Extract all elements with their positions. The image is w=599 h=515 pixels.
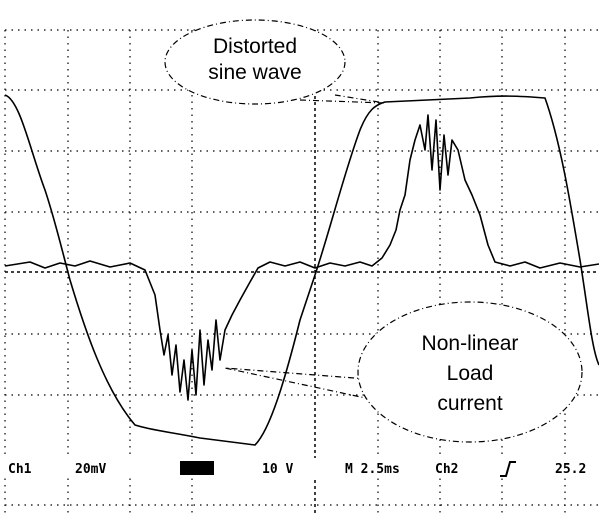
- callout-text: Non-linear: [422, 332, 519, 355]
- timebase: M 2.5ms: [345, 462, 400, 477]
- trigger-level: 25.2: [555, 462, 586, 477]
- callout-pointer: [300, 95, 385, 103]
- callout-text: Load: [447, 362, 494, 385]
- callout-text: current: [437, 392, 503, 415]
- callout-current: Non-linear Load current: [225, 302, 582, 442]
- channel-scale: 20mV: [75, 462, 106, 477]
- channel-label: Ch1: [8, 462, 32, 477]
- channel-2-indicator: [180, 461, 214, 475]
- callout-text: sine wave: [208, 61, 301, 84]
- status-bar: Ch1 20mV 10 V M 2.5ms Ch2 25.2: [0, 458, 599, 478]
- callout-text: Distorted: [213, 35, 297, 58]
- trigger-source: Ch2: [435, 462, 458, 477]
- channel-scale: 10 V: [262, 462, 293, 477]
- callout-voltage: Distorted sine wave: [165, 20, 385, 104]
- oscilloscope-screen: Distorted sine wave Non-linear Load curr…: [0, 0, 599, 515]
- graticule: [5, 30, 599, 515]
